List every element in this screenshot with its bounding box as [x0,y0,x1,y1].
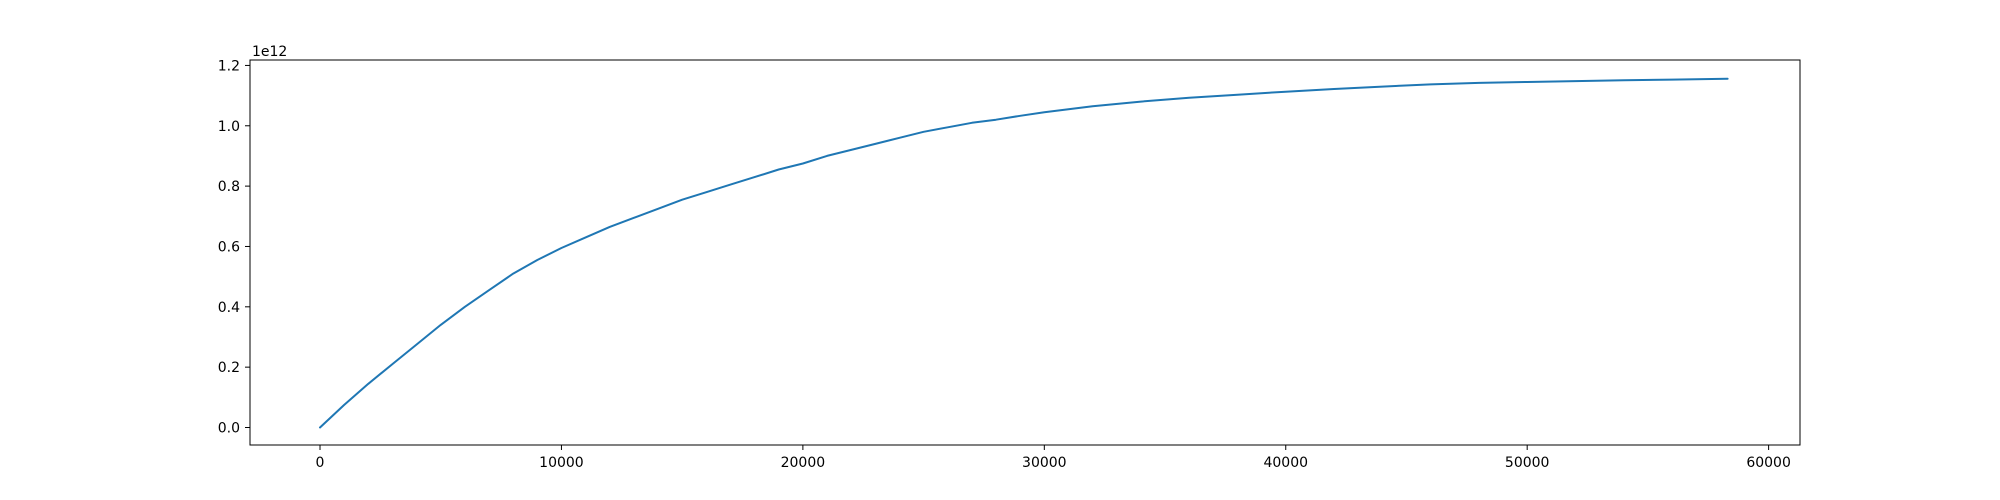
x-axis: 0 10000 20000 30000 40000 50000 60000 [316,445,1791,471]
y-tick-label: 0.6 [218,239,240,255]
x-tick-label: 10000 [539,455,584,471]
y-axis: 0.0 0.2 0.4 0.6 0.8 1.0 1.2 [218,58,250,437]
plot-area [319,77,1729,429]
y-tick-label: 0.4 [218,300,240,316]
y-tick-label: 1.0 [218,119,240,135]
y-tick-label: 0.2 [218,360,240,376]
y-axis-offset-label: 1e12 [252,44,287,60]
x-tick-label: 40000 [1263,455,1308,471]
x-tick-label: 20000 [781,455,826,471]
series-line-0 [319,77,1729,429]
y-tick-label: 0.0 [218,421,240,437]
x-tick-label: 60000 [1746,455,1791,471]
x-tick-label: 30000 [1022,455,1067,471]
x-tick-label: 0 [316,455,325,471]
x-tick-label: 50000 [1505,455,1550,471]
axes-frame [249,59,1801,446]
y-tick-label: 0.8 [218,179,240,195]
y-tick-label: 1.2 [218,58,240,74]
